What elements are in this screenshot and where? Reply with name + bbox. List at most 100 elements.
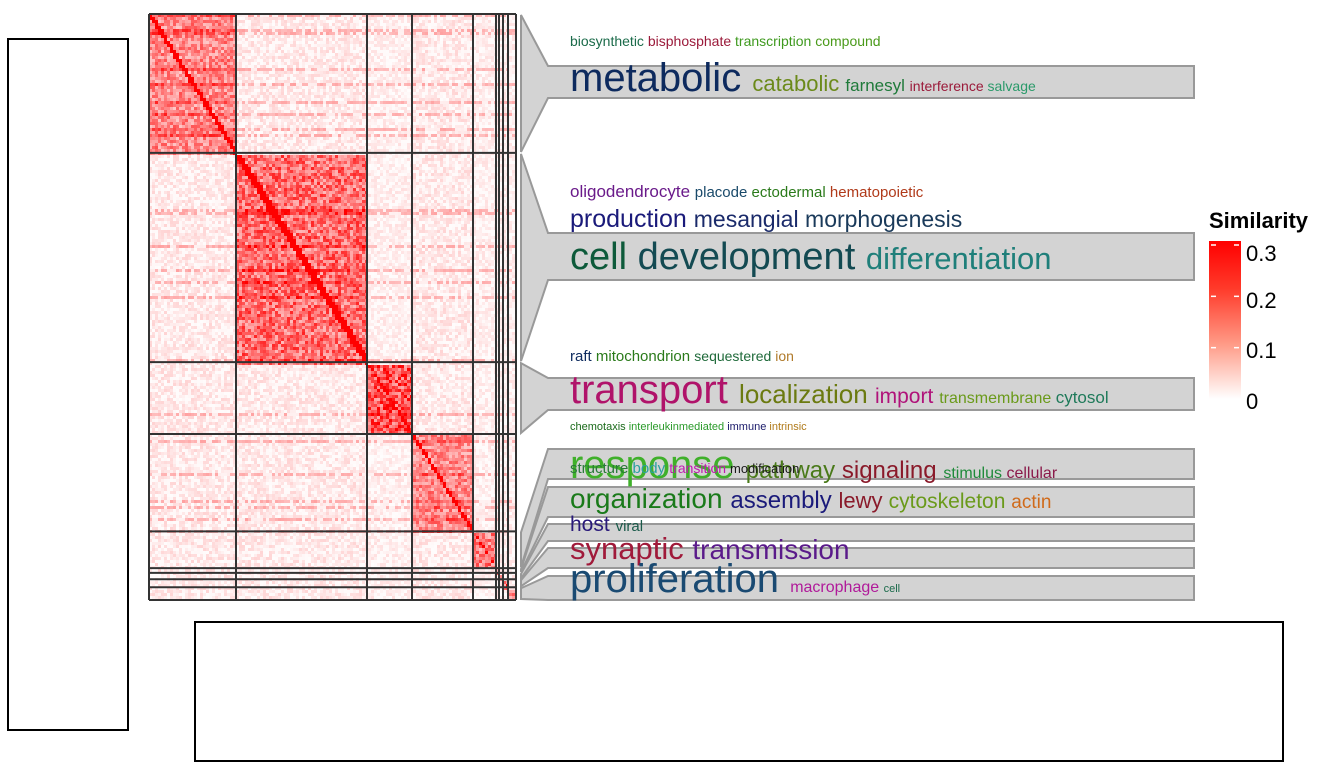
heatmap-cell (413, 92, 416, 95)
heatmap-cell (290, 14, 293, 17)
heatmap-cell (401, 95, 404, 98)
heatmap-cell (293, 56, 296, 59)
heatmap-cell (164, 125, 167, 128)
heatmap-cell (488, 62, 491, 65)
heatmap-cell (452, 77, 455, 80)
heatmap-cell (251, 14, 254, 17)
heatmap-cell (347, 71, 350, 74)
heatmap-cell (443, 17, 446, 20)
heatmap-cell (383, 17, 386, 20)
heatmap-cell (458, 74, 461, 77)
heatmap-cell (347, 131, 350, 134)
heatmap-cell (308, 119, 311, 122)
heatmap-cell (503, 59, 506, 62)
heatmap-cell (428, 98, 431, 101)
heatmap-cell (344, 89, 347, 92)
heatmap-cell (422, 29, 425, 32)
heatmap-cell (260, 59, 263, 62)
heatmap-cell (233, 80, 236, 83)
heatmap-cell (407, 23, 410, 26)
heatmap-cell (434, 65, 437, 68)
heatmap-cell (245, 62, 248, 65)
heatmap-cell (212, 83, 215, 86)
heatmap-cell (467, 62, 470, 65)
heatmap-cell (503, 128, 506, 131)
heatmap-cell (272, 83, 275, 86)
heatmap-cell (269, 47, 272, 50)
heatmap-cell (377, 83, 380, 86)
heatmap-cell (248, 110, 251, 113)
heatmap-cell (170, 104, 173, 107)
heatmap-cell (467, 56, 470, 59)
heatmap-cell (416, 68, 419, 71)
heatmap-cell (305, 89, 308, 92)
heatmap-cell (293, 68, 296, 71)
heatmap-cell (281, 80, 284, 83)
heatmap-cell (149, 104, 152, 107)
heatmap-cell (377, 125, 380, 128)
heatmap-cell (368, 14, 371, 17)
heatmap-cell (191, 89, 194, 92)
heatmap-cell (434, 32, 437, 35)
heatmap-cell (290, 44, 293, 47)
heatmap-cell (254, 38, 257, 41)
heatmap-cell (380, 23, 383, 26)
heatmap-cell (353, 35, 356, 38)
heatmap-cell (230, 128, 233, 131)
heatmap-cell (281, 44, 284, 47)
heatmap-cell (197, 122, 200, 125)
heatmap-cell (203, 80, 206, 83)
heatmap-cell (260, 95, 263, 98)
heatmap-cell (398, 113, 401, 116)
heatmap-cell (167, 29, 170, 32)
heatmap-cell (401, 65, 404, 68)
heatmap-cell (341, 47, 344, 50)
heatmap-cell (194, 95, 197, 98)
heatmap-cell (317, 41, 320, 44)
heatmap-cell (416, 38, 419, 41)
heatmap-cell (191, 62, 194, 65)
heatmap-cell (155, 32, 158, 35)
heatmap-cell (470, 119, 473, 122)
heatmap-cell (338, 86, 341, 89)
heatmap-cell (383, 14, 386, 17)
heatmap-cell (218, 62, 221, 65)
heatmap-cell (176, 17, 179, 20)
heatmap-cell (320, 23, 323, 26)
heatmap-cell (491, 116, 494, 119)
heatmap-cell (224, 80, 227, 83)
heatmap-cell (377, 62, 380, 65)
heatmap-cell (512, 62, 515, 65)
heatmap-cell (152, 71, 155, 74)
heatmap-cell (446, 83, 449, 86)
heatmap-cell (281, 14, 284, 17)
heatmap-cell (179, 50, 182, 53)
heatmap-cell (155, 86, 158, 89)
heatmap-cell (353, 44, 356, 47)
heatmap-cell (356, 68, 359, 71)
heatmap-cell (398, 32, 401, 35)
heatmap-cell (353, 68, 356, 71)
heatmap-cell (317, 98, 320, 101)
heatmap-cell (290, 35, 293, 38)
heatmap-cell (398, 80, 401, 83)
heatmap-cell (434, 56, 437, 59)
heatmap-cell (461, 41, 464, 44)
heatmap-cell (200, 107, 203, 110)
heatmap-cell (485, 65, 488, 68)
heatmap-cell (359, 62, 362, 65)
heatmap-cell (194, 89, 197, 92)
heatmap-cell (191, 65, 194, 68)
heatmap-cell (233, 92, 236, 95)
heatmap-cell (158, 110, 161, 113)
heatmap-cell (278, 125, 281, 128)
heatmap-cell (260, 35, 263, 38)
heatmap-cell (425, 119, 428, 122)
heatmap-cell (437, 32, 440, 35)
heatmap-cell (212, 80, 215, 83)
heatmap-cell (449, 110, 452, 113)
heatmap-cell (431, 26, 434, 29)
heatmap-cell (401, 41, 404, 44)
heatmap-cell (476, 77, 479, 80)
heatmap-cell (356, 122, 359, 125)
